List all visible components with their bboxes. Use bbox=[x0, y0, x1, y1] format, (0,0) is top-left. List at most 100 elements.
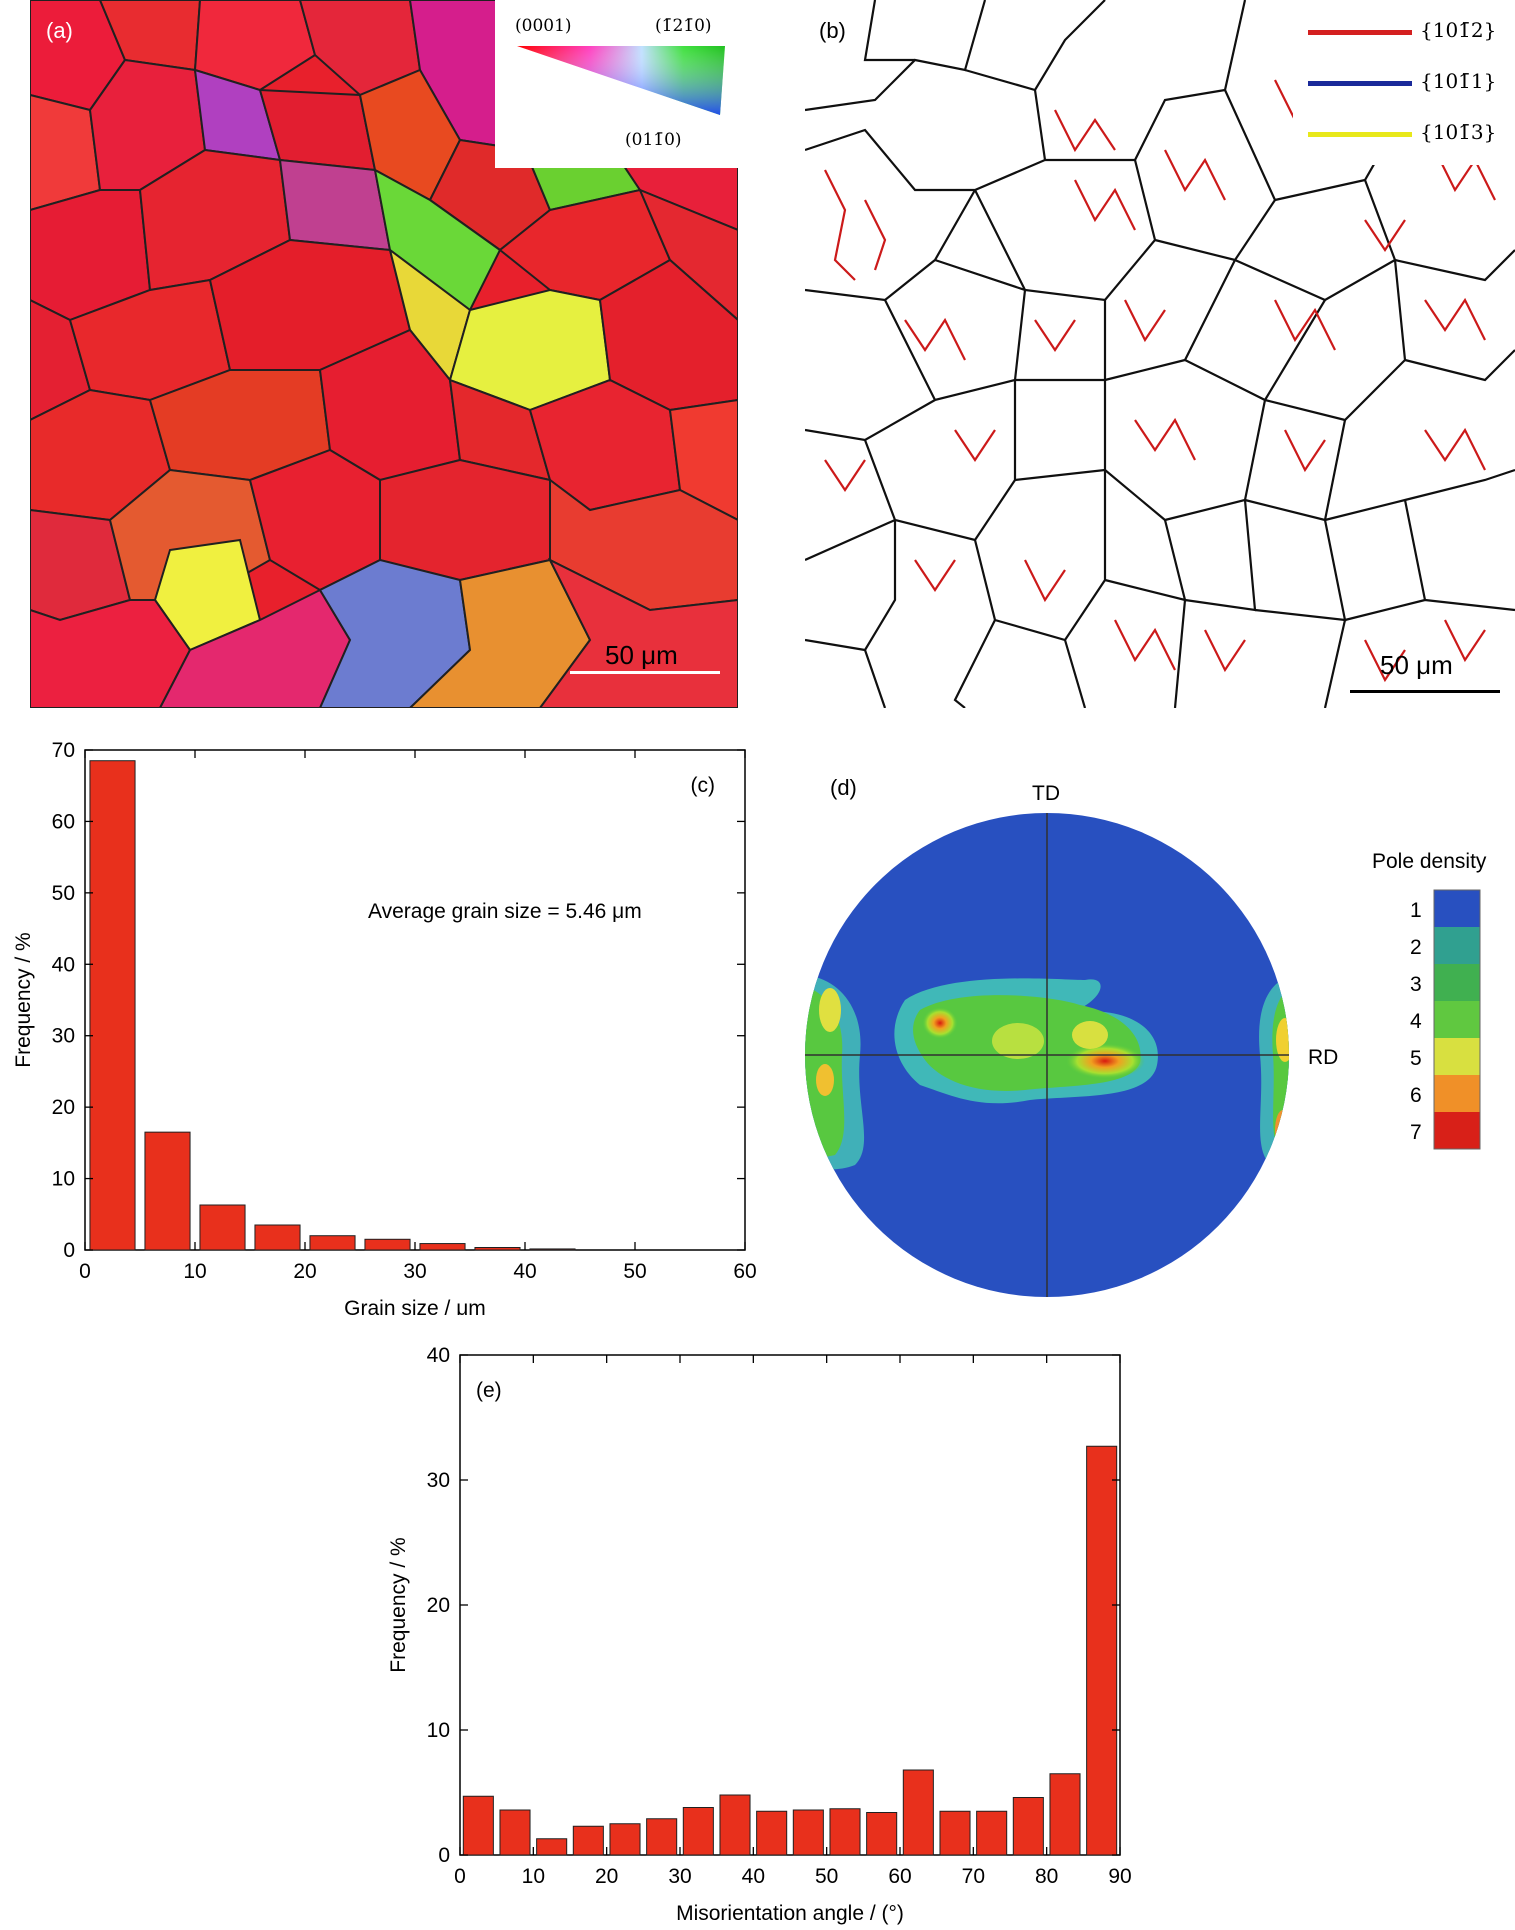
misorientation-x-tick-label: 30 bbox=[668, 1865, 691, 1888]
grain-size-x-tick-label: 50 bbox=[623, 1260, 646, 1283]
grain-size-y-tick-label: 10 bbox=[52, 1168, 75, 1191]
grain-size-x-tick-label: 10 bbox=[183, 1260, 206, 1283]
scale-bar-a bbox=[570, 671, 720, 674]
ipf-key-0110: (011̄0) bbox=[625, 130, 682, 150]
panel-d-label: (d) bbox=[830, 775, 857, 800]
pole-figure-panel: TD RD Pole density 1 2 3 4 5 6 7 (d) bbox=[800, 765, 1515, 1305]
pole-density-level-3: 3 bbox=[1410, 973, 1422, 996]
pole-density-level-1: 1 bbox=[1410, 899, 1422, 922]
misorientation-bar bbox=[829, 1808, 861, 1856]
scale-bar-a-label: 50 μm bbox=[605, 640, 678, 670]
misorientation-x-tick-label: 10 bbox=[522, 1865, 545, 1888]
grain-size-x-tick-label: 60 bbox=[733, 1260, 756, 1283]
panel-a-label: (a) bbox=[46, 18, 73, 43]
misorientation-bar bbox=[939, 1810, 971, 1856]
misorientation-bar bbox=[756, 1810, 788, 1856]
grain-size-bar bbox=[309, 1235, 356, 1251]
misorientation-bar bbox=[976, 1810, 1008, 1856]
misorientation-bar bbox=[536, 1838, 568, 1856]
misorientation-plot-frame bbox=[459, 1354, 1121, 1856]
misorientation-bar bbox=[682, 1807, 714, 1856]
misorientation-y-tick-label: 40 bbox=[427, 1344, 450, 1367]
pole-density-level-6: 6 bbox=[1410, 1084, 1422, 1107]
misorientation-bar bbox=[866, 1812, 898, 1856]
legend-line-1012 bbox=[1308, 30, 1412, 35]
grain-size-x-tick-label: 40 bbox=[513, 1260, 536, 1283]
pole-density-legend-title: Pole density bbox=[1372, 850, 1487, 873]
misorientation-bar bbox=[646, 1818, 678, 1856]
misorientation-x-axis-label: Misorientation angle / (°) bbox=[676, 1902, 904, 1925]
ipf-key-triangle bbox=[517, 46, 725, 115]
misorientation-x-tick-label: 70 bbox=[962, 1865, 985, 1888]
pole-figure-td-label: TD bbox=[1032, 782, 1060, 805]
pole-density-level-4: 4 bbox=[1410, 1010, 1422, 1033]
scale-bar-b-label: 50 μm bbox=[1380, 650, 1453, 680]
pole-density-level-7: 7 bbox=[1410, 1121, 1422, 1144]
misorientation-y-tick-label: 20 bbox=[427, 1594, 450, 1617]
boundary-map-panel: (b) {101̄2} {101̄1} {101̄3} 50 μm bbox=[805, 0, 1515, 708]
grain-size-x-tick-label: 30 bbox=[403, 1260, 426, 1283]
misorientation-x-tick-label: 90 bbox=[1108, 1865, 1131, 1888]
pole-density-colorbar bbox=[1433, 889, 1481, 1150]
misorientation-x-tick-label: 50 bbox=[815, 1865, 838, 1888]
misorientation-y-tick-label: 30 bbox=[427, 1469, 450, 1492]
ipf-key-1210: (1̄21̄0) bbox=[655, 16, 712, 36]
grain-size-bar bbox=[474, 1247, 521, 1251]
boundary-map-image bbox=[805, 0, 1515, 708]
grain-size-bar bbox=[89, 760, 136, 1251]
misorientation-bar bbox=[1012, 1797, 1044, 1856]
grain-size-bar bbox=[199, 1204, 246, 1251]
misorientation-y-axis-label: Frequency / % bbox=[387, 1537, 410, 1672]
grain-size-y-tick-label: 50 bbox=[52, 882, 75, 905]
misorientation-bar bbox=[499, 1809, 531, 1856]
grain-size-y-tick-label: 70 bbox=[52, 739, 75, 762]
grain-size-y-tick-label: 40 bbox=[52, 953, 75, 976]
misorientation-x-tick-label: 60 bbox=[888, 1865, 911, 1888]
misorientation-x-tick-label: 20 bbox=[595, 1865, 618, 1888]
grain-size-y-tick-label: 20 bbox=[52, 1096, 75, 1119]
ipf-key-0001: (0001) bbox=[515, 16, 572, 36]
misorientation-bar bbox=[609, 1823, 641, 1856]
average-grain-size-annotation: Average grain size = 5.46 μm bbox=[368, 900, 642, 923]
legend-label-1011: {101̄1} bbox=[1420, 69, 1497, 93]
misorientation-x-tick-label: 80 bbox=[1035, 1865, 1058, 1888]
scale-bar-b bbox=[1350, 690, 1500, 693]
grain-size-bar bbox=[254, 1224, 301, 1251]
misorientation-x-tick-label: 0 bbox=[454, 1865, 466, 1888]
misorientation-chart: 0 10 20 30 40 50 60 70 80 90 0 10 20 30 40 Misorientati… bbox=[387, 1344, 1132, 1925]
grain-size-x-tick-label: 20 bbox=[293, 1260, 316, 1283]
misorientation-bar bbox=[572, 1825, 604, 1856]
pole-density-level-2: 2 bbox=[1410, 936, 1422, 959]
pole-density-level-5: 5 bbox=[1410, 1047, 1422, 1070]
legend-line-1013 bbox=[1308, 132, 1412, 137]
grain-size-bar bbox=[529, 1248, 576, 1251]
grain-size-y-tick-label: 0 bbox=[63, 1239, 75, 1262]
pole-figure: TD RD Pole density 1 2 3 4 5 6 7 bbox=[805, 782, 1487, 1297]
legend-line-1011 bbox=[1308, 81, 1412, 86]
misorientation-bar bbox=[902, 1769, 934, 1856]
grain-size-x-tick-label: 0 bbox=[79, 1260, 91, 1283]
misorientation-bar bbox=[1049, 1773, 1081, 1856]
misorientation-x-tick-label: 40 bbox=[742, 1865, 765, 1888]
grain-size-bar bbox=[419, 1243, 466, 1251]
ipf-color-key: (0001) (1̄21̄0) (011̄0) bbox=[495, 0, 738, 168]
grain-size-x-axis-label: Grain size / μm bbox=[344, 1297, 486, 1315]
misorientation-bar bbox=[719, 1794, 751, 1856]
grain-size-chart: 0 10 20 30 40 50 60 0 10 20 30 40 50 60 70 Grain size /… bbox=[12, 739, 757, 1315]
misorientation-y-tick-label: 0 bbox=[438, 1844, 450, 1867]
pole-figure-rd-label: RD bbox=[1308, 1046, 1338, 1069]
panel-c-label: (c) bbox=[691, 774, 716, 797]
grain-size-bar bbox=[144, 1131, 191, 1251]
grain-size-y-tick-label: 30 bbox=[52, 1025, 75, 1048]
misorientation-y-tick-label: 10 bbox=[427, 1719, 450, 1742]
misorientation-bar bbox=[792, 1809, 824, 1856]
grain-size-bar bbox=[364, 1238, 411, 1251]
panel-b-label: (b) bbox=[819, 18, 846, 43]
panel-e-label: (e) bbox=[476, 1379, 502, 1402]
grain-size-y-tick-label: 60 bbox=[52, 810, 75, 833]
ipf-map-panel: (a) (0001) (1̄21̄0) (011̄0) bbox=[30, 0, 738, 708]
misorientation-bar bbox=[1086, 1445, 1118, 1856]
grain-size-y-axis-label: Frequency / % bbox=[12, 932, 35, 1067]
legend-label-1012: {101̄2} bbox=[1420, 18, 1497, 42]
twin-legend: {101̄2} {101̄1} {101̄3} bbox=[1293, 0, 1515, 165]
